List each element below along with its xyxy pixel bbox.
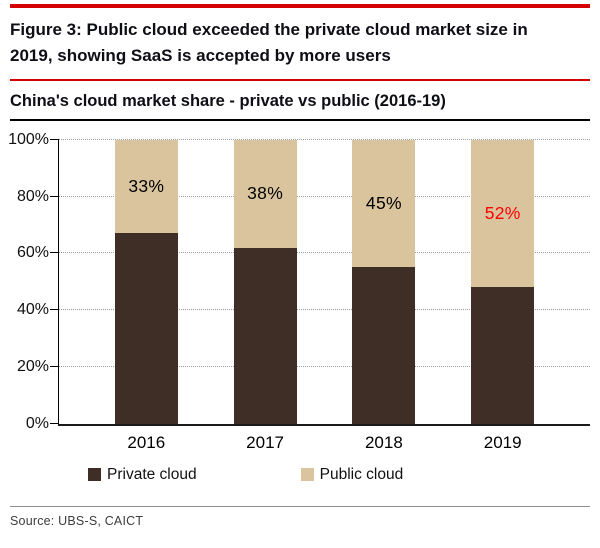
gridline <box>59 252 590 254</box>
source-text: Source: UBS-S, CAICT <box>10 513 144 528</box>
bar-2016: 33% <box>114 139 178 424</box>
segment-private-cloud <box>352 267 416 424</box>
segment-public-cloud: 33% <box>114 139 178 234</box>
segment-value-label: 52% <box>484 203 521 224</box>
legend-swatch <box>300 468 314 482</box>
chart-title-divider <box>10 118 590 121</box>
y-axis: 0% 20% 40% 60% 80% 100% <box>8 131 58 432</box>
y-tick-label: 0% <box>25 414 49 432</box>
segment-public-cloud: 52% <box>471 139 535 288</box>
y-tick-label: 60% <box>16 244 49 262</box>
legend-item-private-cloud: Private cloud <box>88 466 197 484</box>
legend-item-public-cloud: Public cloud <box>300 465 404 484</box>
x-axis-labels: 2016 2017 2018 2019 <box>59 433 590 453</box>
segment-private-cloud <box>114 233 178 424</box>
title-divider <box>10 78 590 81</box>
stacked-bar-chart: 0% 20% 40% 60% 80% 100% 33% 38% 45% 52% <box>8 131 590 432</box>
x-axis-label: 2017 <box>246 432 284 452</box>
segment-private-cloud <box>233 247 297 424</box>
y-tick-label: 100% <box>8 130 49 148</box>
bar-2019: 52% <box>471 139 535 424</box>
y-tick-label: 80% <box>16 187 49 205</box>
y-tick-mark <box>50 195 59 197</box>
figure-title: Figure 3: Public cloud exceeded the priv… <box>10 20 528 66</box>
gridline <box>59 365 590 367</box>
segment-public-cloud: 45% <box>352 139 416 268</box>
figure-container: Figure 3: Public cloud exceeded the priv… <box>8 4 590 528</box>
y-tick-label: 20% <box>16 357 49 375</box>
x-axis-label: 2016 <box>127 432 166 452</box>
legend-swatch <box>88 468 101 482</box>
y-tick-mark <box>50 422 59 424</box>
x-axis-label: 2019 <box>483 432 522 452</box>
bar-2018: 45% <box>352 139 416 424</box>
gridline <box>59 195 590 197</box>
y-tick-mark <box>50 252 59 254</box>
gridline <box>59 309 590 311</box>
plot-area: 33% 38% 45% 52% <box>50 138 590 426</box>
y-tick-mark <box>50 309 59 311</box>
bars-container: 33% 38% 45% 52% <box>59 139 590 424</box>
segment-value-label: 33% <box>128 176 165 197</box>
legend-label: Public cloud <box>319 465 404 483</box>
legend-label: Private cloud <box>107 465 197 483</box>
segment-private-cloud <box>471 287 535 424</box>
gridline <box>59 138 590 140</box>
segment-value-label: 45% <box>365 193 402 214</box>
y-tick-mark <box>50 365 59 367</box>
legend: Private cloud Public cloud <box>88 466 590 484</box>
y-tick-mark <box>50 138 59 140</box>
top-divider <box>10 4 590 8</box>
segment-public-cloud: 38% <box>233 139 297 248</box>
source-divider <box>10 505 590 507</box>
x-axis-label: 2018 <box>364 432 403 452</box>
bar-2017: 38% <box>233 139 297 424</box>
chart-title: China's cloud market share - private vs … <box>10 91 446 110</box>
segment-value-label: 38% <box>247 183 284 204</box>
y-tick-label: 40% <box>16 301 49 319</box>
